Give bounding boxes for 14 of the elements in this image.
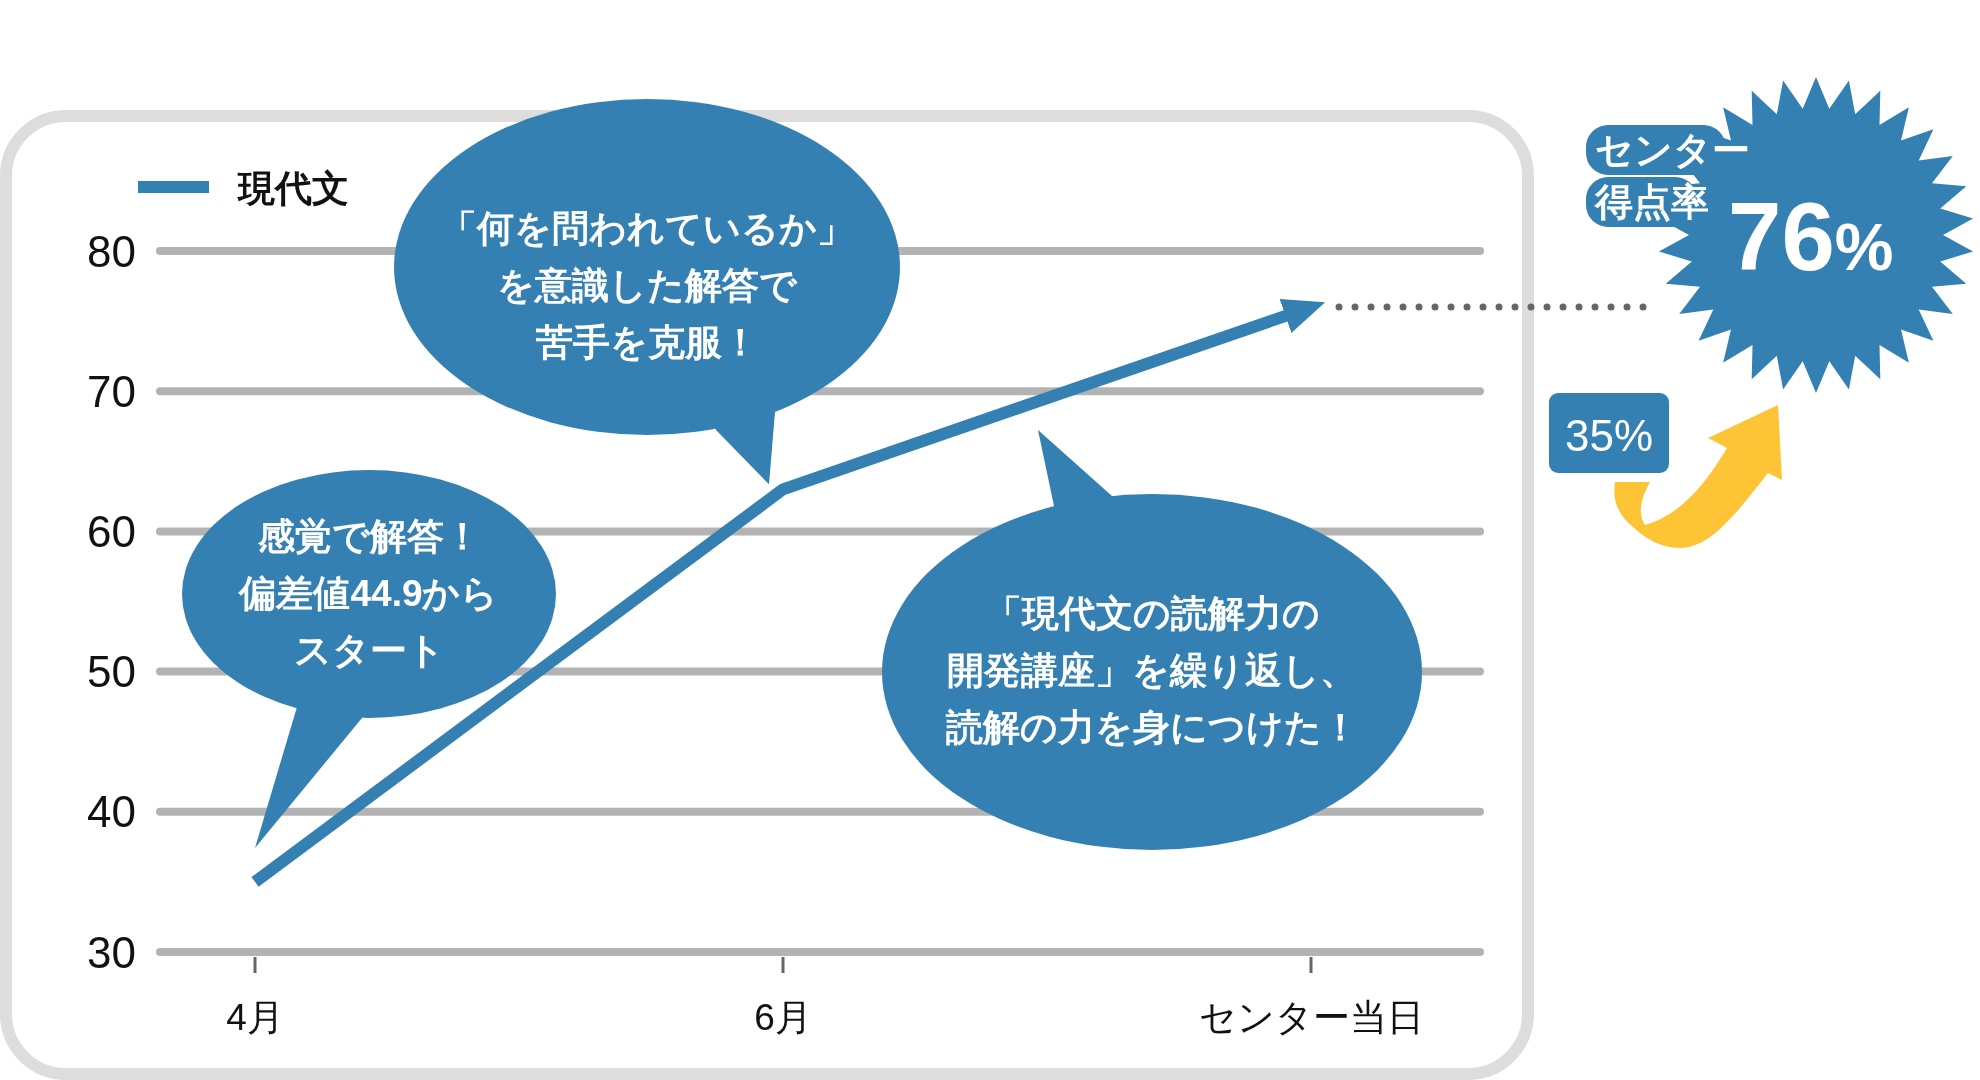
y-tick-label: 50	[87, 647, 136, 697]
y-tick-label: 80	[87, 226, 136, 276]
annotation: 「現代文の読解力の開発講座」を繰り返し、読解の力を身につけた！	[944, 592, 1359, 748]
x-tick-label: センター当日	[1198, 996, 1424, 1038]
x-tick-label: 4月	[226, 996, 284, 1038]
annotation: 感覚で解答！偏差値44.9からスタート	[237, 515, 499, 671]
legend-label: 現代文	[236, 167, 349, 209]
x-tick-label: 6月	[754, 996, 812, 1038]
annotation: 「何を問われているか」を意識した解答で苦手を克服！	[440, 207, 854, 363]
y-tick-label: 30	[87, 927, 136, 977]
y-tick-label: 70	[87, 366, 136, 416]
y-tick-label: 40	[87, 787, 136, 837]
y-tick-label: 60	[87, 506, 136, 556]
text: 35%	[1564, 410, 1654, 460]
